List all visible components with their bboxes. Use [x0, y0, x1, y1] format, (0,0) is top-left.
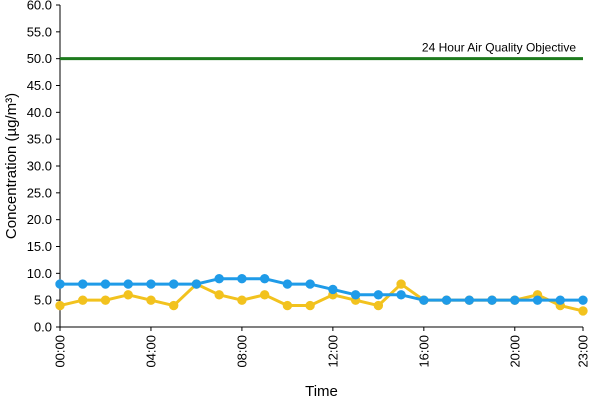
data-point: [214, 290, 224, 300]
series-2: [55, 274, 588, 305]
data-point: [100, 279, 111, 289]
y-tick-label: 5.0: [34, 293, 52, 308]
data-point: [396, 290, 406, 300]
data-point: [282, 279, 293, 289]
y-axis-title: Concentration (µg/m³): [3, 93, 20, 239]
data-point: [373, 300, 384, 311]
data-point: [237, 295, 247, 305]
data-point: [146, 295, 156, 305]
data-point: [532, 295, 543, 305]
reference-line-group: 24 Hour Air Quality Objective: [60, 41, 583, 61]
data-point: [237, 274, 247, 284]
data-point: [419, 295, 429, 305]
data-point: [259, 274, 270, 284]
data-point: [78, 295, 88, 305]
data-point: [259, 290, 270, 300]
data-point: [78, 279, 88, 289]
data-point: [146, 279, 156, 289]
data-point: [305, 279, 315, 289]
data-point: [328, 284, 338, 295]
x-tick-label: 16:00: [416, 335, 431, 368]
y-axis-ticks: 0.0 5.0 10.0 15.0 20.0 25.0 30.0 35.0 40.0 45.0 50…: [27, 0, 60, 335]
data-point: [168, 279, 179, 289]
data-point: [123, 279, 133, 289]
x-axis-ticks: 00:00 04:00 08:00 12:00 16:00 20:00 23:00: [53, 327, 591, 368]
y-tick-label: 55.0: [27, 24, 52, 39]
data-point: [55, 300, 65, 311]
y-tick-label: 45.0: [27, 78, 52, 93]
series-group: [55, 274, 588, 316]
data-point: [168, 300, 179, 311]
data-point: [191, 279, 202, 289]
data-point: [396, 279, 406, 289]
y-tick-label: 60.0: [27, 0, 52, 13]
y-tick-label: 0.0: [34, 320, 52, 335]
x-tick-label: 08:00: [234, 335, 249, 368]
x-tick-label: 04:00: [143, 335, 158, 368]
x-tick-label: 20:00: [507, 335, 522, 368]
y-tick-label: 30.0: [27, 159, 52, 174]
data-point: [487, 295, 497, 305]
x-tick-label: 12:00: [325, 335, 340, 368]
y-tick-label: 10.0: [27, 266, 52, 281]
y-tick-label: 35.0: [27, 132, 52, 147]
y-tick-label: 50.0: [27, 51, 52, 66]
data-point: [214, 274, 224, 284]
data-point: [578, 295, 588, 305]
y-tick-label: 40.0: [27, 105, 52, 120]
y-tick-label: 20.0: [27, 212, 52, 227]
data-point: [464, 295, 475, 305]
data-point: [441, 295, 452, 305]
x-tick-label: 00:00: [53, 335, 68, 368]
data-point: [350, 290, 361, 300]
data-point: [55, 279, 65, 289]
data-point: [305, 300, 315, 311]
data-point: [100, 295, 111, 305]
y-tick-label: 15.0: [27, 239, 52, 254]
data-point: [123, 290, 133, 300]
data-point: [510, 295, 520, 305]
x-axis-title: Time: [305, 383, 338, 400]
y-tick-label: 25.0: [27, 185, 52, 200]
data-point: [578, 306, 588, 316]
data-point: [555, 295, 565, 305]
reference-line-label: 24 Hour Air Quality Objective: [422, 41, 576, 55]
data-point: [373, 290, 384, 300]
data-point: [282, 300, 293, 311]
x-tick-label: 23:00: [576, 335, 591, 368]
